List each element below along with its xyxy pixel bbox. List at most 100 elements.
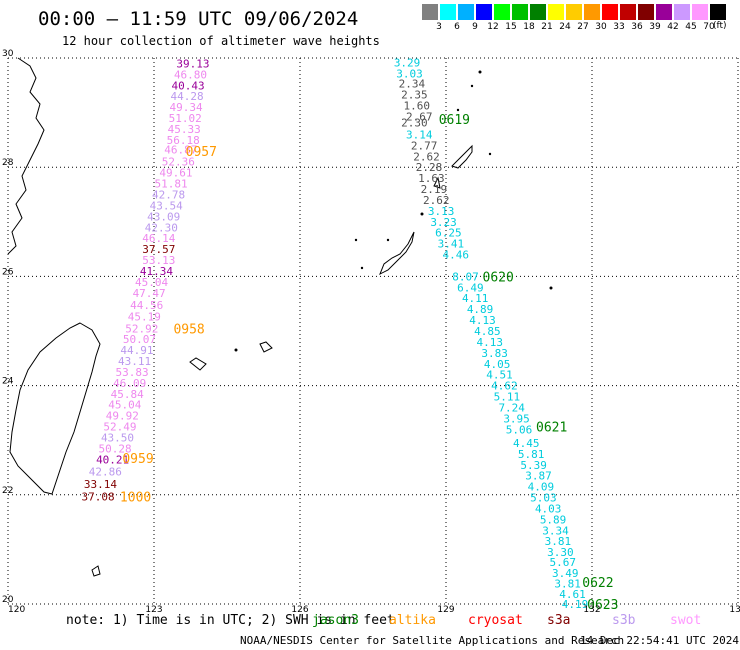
wave-height-label: 50.28 [99, 442, 132, 455]
pass-time-label: 1000 [120, 490, 151, 505]
wave-height-label: 6.49 [457, 281, 484, 294]
pass-time-label: 0619 [439, 113, 470, 128]
wave-height-label: 46.87 [164, 144, 197, 157]
color-swatch [602, 4, 618, 20]
ishigaki-island [189, 357, 207, 371]
color-swatch [638, 4, 654, 20]
wave-height-label: 45.04 [108, 399, 141, 412]
wave-height-label: 44.91 [120, 344, 153, 357]
jason3-track-labels: 3.293.032.342.351.602.672.303.142.772.62… [394, 56, 588, 611]
color-swatch [494, 4, 510, 20]
wave-height-label: 52.36 [162, 156, 195, 169]
wave-height-label: 46.14 [142, 232, 175, 245]
color-scale-label: 36 [631, 22, 643, 32]
wave-height-label: 2.34 [399, 78, 426, 91]
wave-height-label: 2.28 [416, 161, 443, 174]
lon-tick-label: 135 [729, 605, 740, 615]
wave-height-label: 4.13 [477, 336, 504, 349]
wave-height-label: 4.11 [462, 292, 489, 305]
pass-time-label: 0623 [587, 598, 618, 613]
wave-height-label: 3.23 [430, 216, 457, 229]
wave-height-label: 2.30 [401, 116, 428, 129]
wave-height-label: 33.14 [84, 478, 117, 491]
map-title: 00:00 — 11:59 UTC 09/06/2024 [38, 8, 359, 30]
wave-height-label: 3.41 [438, 238, 465, 251]
wave-height-label: 3.95 [503, 412, 530, 425]
units-label: (ft) [713, 21, 727, 31]
wave-height-label: 3.29 [394, 56, 421, 69]
wave-height-label: 50.07 [123, 333, 156, 346]
lon-tick-label: 120 [8, 605, 25, 615]
wave-height-label: 5.81 [518, 448, 545, 461]
footnote: note: 1) Time is in UTC; 2) SWH is in fe… [66, 613, 395, 628]
credit-line: NOAA/NESDIS Center for Satellite Applica… [240, 634, 625, 647]
color-swatch [530, 4, 546, 20]
china-coastline [7, 57, 45, 255]
wave-height-label: 6.25 [435, 227, 462, 240]
lat-tick-label: 30 [2, 49, 14, 59]
wave-height-label: 53.83 [116, 366, 149, 379]
wave-height-label: 1.60 [404, 100, 431, 113]
color-scale-label: 27 [577, 22, 589, 32]
wave-height-label: 4.85 [474, 325, 501, 338]
color-scale-label: 70 [703, 22, 715, 32]
color-swatch [476, 4, 492, 20]
wave-height-label: 4.03 [535, 502, 562, 515]
wave-height-label: 41.34 [140, 265, 173, 278]
wave-height-label: 42.78 [152, 189, 185, 202]
wave-height-label: 47.47 [133, 287, 166, 300]
lon-tick-label: 123 [145, 605, 162, 615]
wave-height-label: 46.80 [174, 68, 207, 81]
wave-height-label: 3.49 [552, 567, 579, 580]
taiwan-coastline [9, 322, 101, 495]
wave-height-label: 4.45 [513, 437, 540, 450]
color-scale-label: 30 [595, 22, 607, 32]
wave-height-label: 4.46 [442, 249, 469, 262]
wave-height-label: 49.34 [170, 101, 203, 114]
wave-height-label: 4.61 [559, 588, 586, 601]
color-swatch [656, 4, 672, 20]
lat-tick-label: 26 [2, 267, 14, 277]
color-swatch [458, 4, 474, 20]
wave-height-label: 43.50 [101, 431, 134, 444]
color-swatch [584, 4, 600, 20]
miyako-island [259, 341, 273, 353]
color-scale-label: 18 [523, 22, 535, 32]
color-swatch [422, 4, 438, 20]
color-scale-label: 6 [454, 22, 460, 32]
wave-height-label: 39.13 [176, 57, 209, 70]
color-swatch [512, 4, 528, 20]
wave-height-label: 40.21 [96, 453, 129, 466]
pass-time-label: 0622 [582, 576, 613, 591]
lat-lon-grid [7, 57, 739, 605]
wave-height-label: 3.13 [428, 205, 455, 218]
wave-height-label: 4.19 [562, 598, 589, 611]
wave-height-label: 3.81 [545, 535, 572, 548]
satellite-name: altika [389, 613, 436, 628]
pass-time-label: 0959 [122, 452, 153, 467]
wave-height-label: 4.62 [491, 380, 518, 393]
wave-height-label: 51.02 [169, 112, 202, 125]
coastlines [7, 57, 473, 577]
wave-height-label: 5.11 [494, 391, 521, 404]
lon-tick-label: 132 [583, 605, 600, 615]
wave-height-label: 7.24 [498, 401, 525, 414]
wave-height-label: 40.43 [172, 79, 205, 92]
color-scale-label: 12 [487, 22, 499, 32]
wave-height-label: 8.07 [452, 270, 479, 283]
wave-height-label: 2.62 [423, 194, 450, 207]
wave-height-label: 3.87 [525, 470, 552, 483]
wave-height-label: 44.56 [130, 299, 163, 312]
wave-height-label: 4.51 [486, 369, 513, 382]
lat-tick-label: 28 [2, 158, 14, 168]
wave-height-label: 3.83 [481, 347, 508, 360]
wave-height-label: 3.81 [554, 577, 581, 590]
wave-height-label: 2.35 [401, 89, 428, 102]
wave-height-label: 4.89 [467, 303, 494, 316]
okinawa-island [379, 231, 415, 276]
satellite-name: cryosat [468, 613, 523, 628]
color-scale-label: 9 [472, 22, 478, 32]
wave-height-label: 52.92 [125, 322, 158, 335]
wave-height-label: 56.18 [167, 134, 200, 147]
tokunoshima-island [433, 176, 441, 189]
